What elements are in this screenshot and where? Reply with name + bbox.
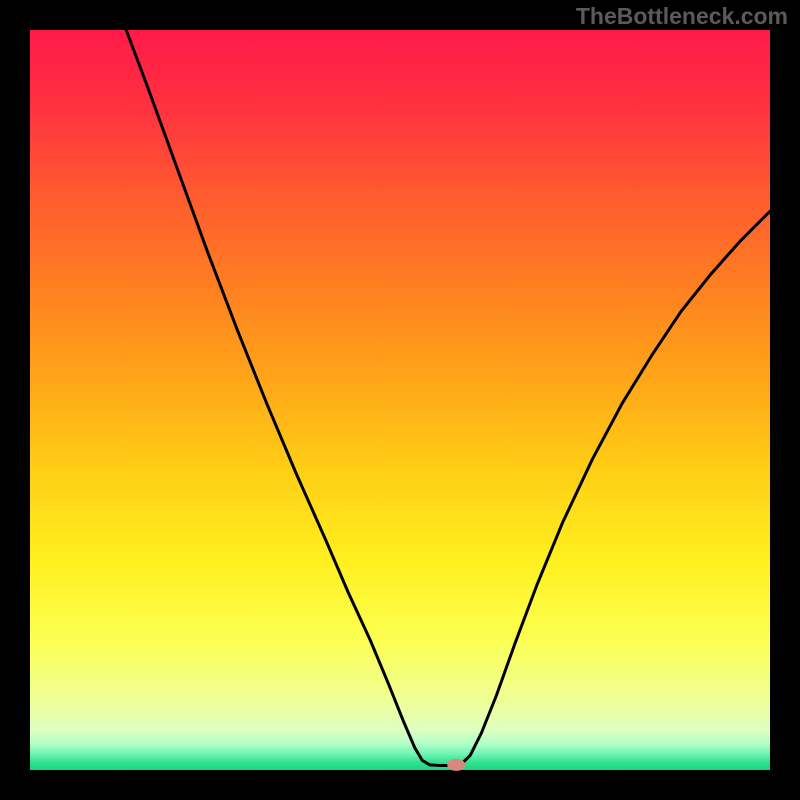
plot-background xyxy=(30,30,770,770)
bottleneck-chart xyxy=(0,0,800,800)
optimal-marker xyxy=(447,759,465,771)
watermark-text: TheBottleneck.com xyxy=(576,3,788,30)
